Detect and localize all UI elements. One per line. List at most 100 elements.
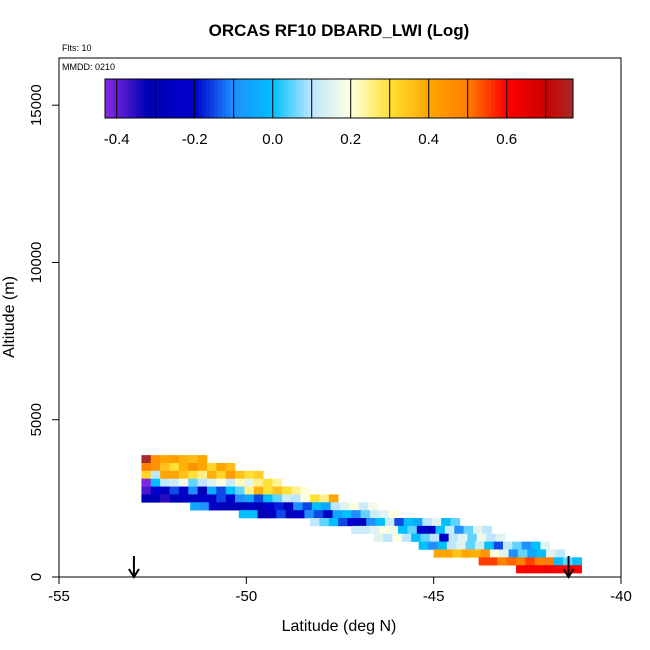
- heatmap-cell: [295, 510, 305, 519]
- colorbar-swatch: [502, 79, 508, 118]
- colorbar-swatch: [436, 79, 441, 118]
- heatmap-cell: [150, 494, 161, 503]
- colorbar-swatch: [190, 79, 196, 118]
- heatmap-cell: [330, 502, 341, 511]
- colorbar-swatch: [389, 79, 395, 118]
- heatmap-cell: [360, 525, 371, 535]
- colorbar-swatch: [151, 79, 157, 118]
- heatmap-cell: [544, 565, 554, 574]
- heatmap-cell: [450, 518, 461, 527]
- heatmap-cell: [291, 486, 301, 495]
- y-tick-label: 5000: [28, 403, 45, 436]
- heatmap-cell: [169, 455, 180, 464]
- heatmap-cell: [540, 541, 551, 550]
- heatmap-cell: [392, 533, 403, 542]
- heatmap-cell: [349, 502, 360, 511]
- heatmap-cell: [235, 494, 245, 503]
- heatmap-cell: [407, 525, 418, 535]
- colorbar-swatch: [229, 79, 235, 118]
- heatmap-cell: [401, 533, 412, 542]
- heatmap-cell: [197, 455, 208, 464]
- x-tick-label: -45: [423, 588, 445, 605]
- colorbar-swatch: [264, 79, 270, 118]
- heatmap-cell: [572, 557, 582, 566]
- colorbar-swatch: [198, 79, 203, 118]
- heatmap-cell: [178, 486, 189, 495]
- heatmap-cell: [255, 502, 266, 511]
- heatmap-cell: [388, 525, 399, 535]
- heatmap-cell: [448, 533, 459, 542]
- heatmap-cell: [178, 455, 189, 464]
- heatmap-cell: [351, 510, 361, 519]
- heatmap-cell: [160, 478, 170, 487]
- heatmap-cell: [489, 549, 500, 558]
- heatmap-cell: [351, 525, 361, 535]
- colorbar-swatch: [323, 79, 328, 118]
- heatmap-cell: [388, 510, 399, 519]
- x-tick-label: -55: [48, 588, 70, 605]
- heatmap-cell: [461, 549, 472, 558]
- heatmap-cell: [471, 549, 481, 558]
- colorbar-swatch: [409, 79, 414, 118]
- colorbar-swatch: [346, 79, 352, 118]
- heatmap-cell: [497, 557, 508, 566]
- colorbar-swatch: [222, 79, 227, 118]
- colorbar-swatch: [456, 79, 461, 118]
- heatmap-cell: [169, 478, 180, 487]
- heatmap-cell: [272, 478, 283, 487]
- x-tick-label: -50: [235, 588, 257, 605]
- heatmap-cell: [478, 557, 489, 566]
- colorbar-swatch: [296, 79, 301, 118]
- heatmap-cell: [197, 462, 208, 472]
- colorbar-tick-label: 0.2: [340, 131, 361, 148]
- colorbar: -0.4 -0.2 0.0 0.2 0.4 0.6: [104, 78, 574, 148]
- heatmap-cell: [225, 494, 236, 503]
- colorbar-swatch: [335, 79, 340, 118]
- heatmap-cell: [480, 549, 491, 558]
- colorbar-swatch: [128, 79, 133, 118]
- colorbar-swatch: [424, 79, 430, 118]
- heatmap-cell: [238, 510, 249, 519]
- heatmap-cell: [319, 494, 330, 503]
- heatmap-cell: [160, 494, 170, 503]
- colorbar-swatch: [354, 79, 359, 118]
- heatmap-cell: [435, 525, 446, 535]
- heatmap-cell: [244, 478, 255, 487]
- colorbar-tick-label: 0.6: [496, 131, 517, 148]
- heatmap-cell: [141, 478, 152, 487]
- heatmap-cell: [206, 470, 217, 479]
- colorbar-swatch: [237, 79, 242, 118]
- heatmap-cell: [368, 502, 378, 511]
- heatmap-cell: [160, 455, 170, 464]
- colorbar-swatch: [506, 79, 512, 118]
- heatmap-cell: [452, 549, 463, 558]
- colorbar-swatch: [288, 79, 293, 118]
- y-tick-label: 0: [28, 573, 45, 581]
- heatmap-cell: [474, 541, 485, 550]
- colorbar-swatch: [284, 79, 289, 118]
- heatmap-cell: [225, 486, 236, 495]
- heatmap-cell: [444, 525, 455, 535]
- y-axis: 0 5000 10000 15000: [28, 84, 59, 581]
- heatmap-cell: [266, 510, 277, 519]
- date-annotation: MMDD: 0210: [62, 62, 115, 72]
- colorbar-swatch: [280, 79, 285, 118]
- heatmap-cell: [384, 518, 395, 527]
- heatmap-cell: [281, 486, 292, 495]
- colorbar-swatch: [452, 79, 457, 118]
- arrow-head: [128, 568, 140, 579]
- heatmap-cell: [341, 510, 352, 519]
- heatmap-cell: [463, 525, 474, 535]
- colorbar-swatch: [249, 79, 254, 118]
- heatmap-cell: [300, 486, 311, 495]
- heatmap-cell: [253, 470, 264, 479]
- heatmap-cell: [141, 462, 152, 472]
- heatmap-cell: [263, 494, 273, 503]
- y-tick-label: 10000: [28, 242, 45, 284]
- heatmap-cell: [248, 510, 258, 519]
- colorbar-swatch: [120, 79, 125, 118]
- colorbar-swatch: [186, 79, 192, 118]
- colorbar-swatch: [475, 79, 480, 118]
- heatmap-cell: [536, 549, 547, 558]
- colorbar-swatch: [210, 79, 215, 118]
